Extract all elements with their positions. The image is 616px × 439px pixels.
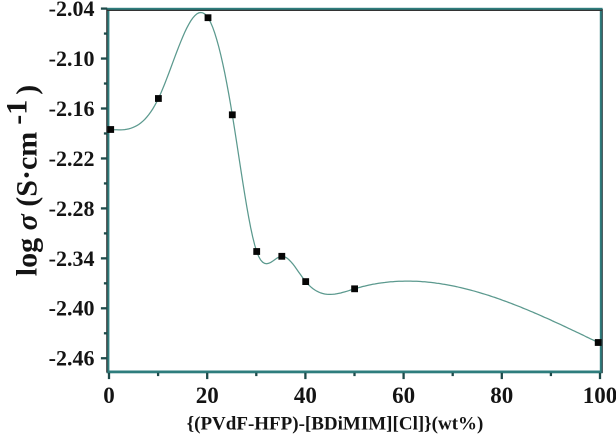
svg-text:-2.16: -2.16: [49, 96, 95, 121]
svg-text:-2.40: -2.40: [49, 296, 95, 321]
svg-text:-2.34: -2.34: [49, 246, 95, 271]
svg-text:-2.28: -2.28: [49, 196, 95, 221]
svg-text:60: 60: [392, 383, 415, 408]
svg-text:0: 0: [103, 383, 115, 408]
svg-text:-2.22: -2.22: [49, 146, 95, 171]
svg-text:100: 100: [583, 383, 616, 408]
svg-text:{(PVdF-HFP)-[BDiMIM][Cl]}(wt%): {(PVdF-HFP)-[BDiMIM][Cl]}(wt%): [187, 414, 484, 435]
svg-text:20: 20: [196, 383, 219, 408]
svg-text:40: 40: [294, 383, 317, 408]
svg-text:-2.10: -2.10: [49, 46, 95, 71]
svg-text:80: 80: [490, 383, 513, 408]
svg-text:-2.46: -2.46: [49, 346, 95, 371]
svg-text:-2.04: -2.04: [49, 0, 95, 21]
